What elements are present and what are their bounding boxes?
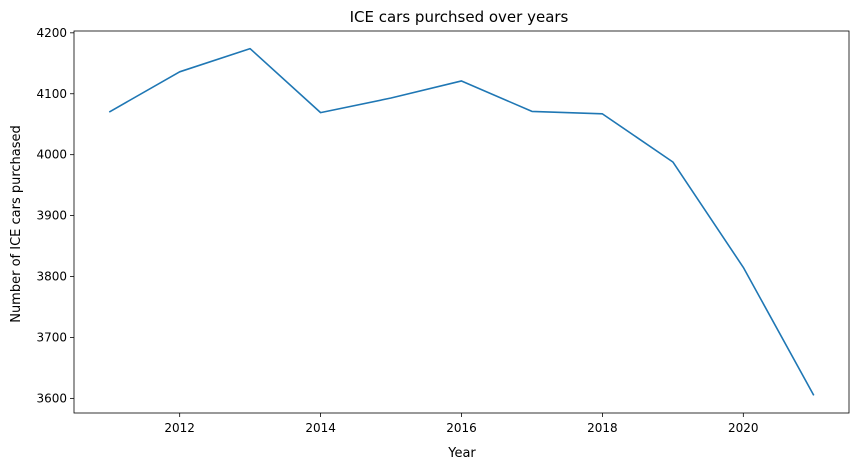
x-axis-label: Year [447,446,476,461]
x-tick-label: 2016 [446,421,477,435]
plot-frame [73,30,850,414]
x-tick-label: 2012 [164,421,195,435]
chart-title: ICE cars purchsed over years [350,8,569,26]
y-tick-label: 4200 [36,26,67,40]
x-tick-label: 2014 [305,421,336,435]
plot-area [73,30,850,414]
series-line [108,47,815,396]
y-axis-ticks: 3600 3700 3800 3900 4000 4100 4200 [36,26,74,405]
y-tick-label: 3600 [36,391,67,405]
series-layer [108,47,815,396]
x-tick-label: 2018 [587,421,618,435]
y-tick-label: 3900 [36,209,67,223]
y-tick-label: 4100 [36,87,67,101]
x-tick-label: 2020 [728,421,759,435]
y-tick-label: 3700 [36,330,67,344]
x-axis-ticks: 2012 2014 2016 2018 2020 [164,413,759,435]
y-tick-label: 4000 [36,148,67,162]
y-tick-label: 3800 [36,270,67,284]
y-axis-label: Number of ICE cars purchased [9,125,24,323]
